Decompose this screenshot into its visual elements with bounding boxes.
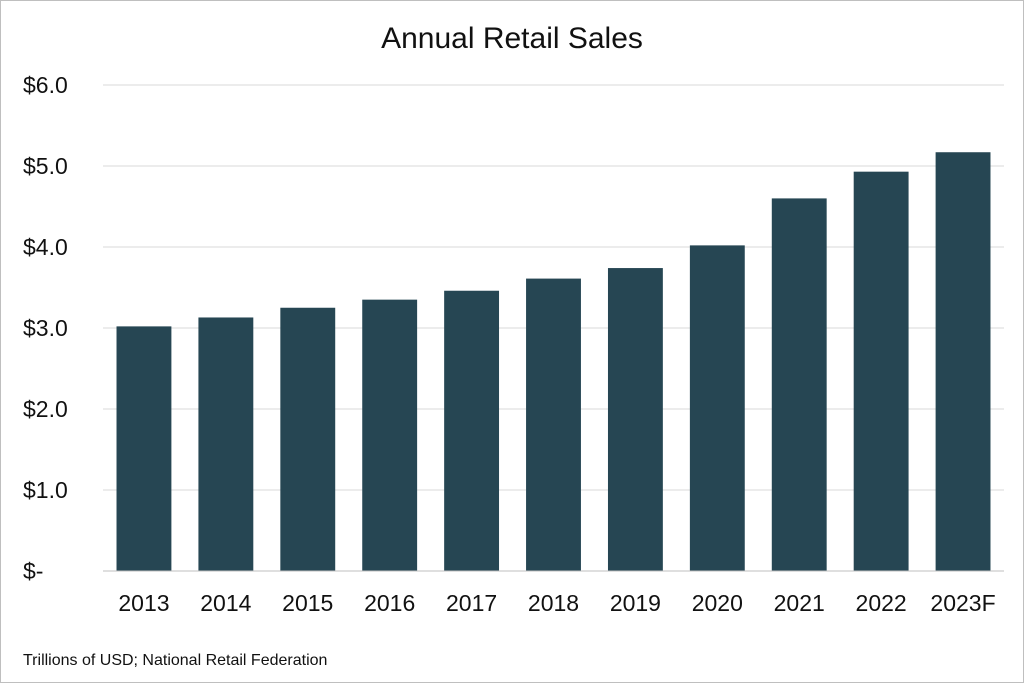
bar-2016	[362, 299, 418, 571]
y-tick-label: $1.0	[23, 477, 68, 503]
x-tick-label: 2014	[200, 590, 251, 616]
y-tick-label: $-	[23, 558, 43, 584]
x-tick-label: 2017	[446, 590, 497, 616]
bar-2023F	[935, 152, 991, 572]
x-tick-label: 2023F	[930, 590, 995, 616]
bar-2021	[771, 198, 827, 571]
y-tick-label: $5.0	[23, 153, 68, 179]
x-tick-label: 2021	[774, 590, 825, 616]
x-tick-label: 2013	[118, 590, 169, 616]
bar-2015	[280, 307, 336, 571]
bars	[116, 152, 991, 572]
bar-2014	[198, 317, 254, 571]
y-tick-label: $4.0	[23, 234, 68, 260]
x-tick-label: 2022	[856, 590, 907, 616]
chart-title: Annual Retail Sales	[381, 22, 643, 55]
y-tick-label: $6.0	[23, 72, 68, 98]
x-tick-label: 2015	[282, 590, 333, 616]
x-tick-label: 2020	[692, 590, 743, 616]
x-tick-label: 2019	[610, 590, 661, 616]
y-axis-tick-labels: $- $1.0 $2.0 $3.0 $4.0 $5.0 $6.0	[23, 72, 68, 584]
bar-2018	[526, 278, 581, 571]
y-tick-label: $2.0	[23, 396, 68, 422]
bar-2013	[116, 326, 172, 571]
x-axis-tick-labels: 2013 2014 2015 2016 2017 2018 2019 2020 2021 2022…	[118, 590, 995, 616]
source-note: Trillions of USD; National Retail Federa…	[23, 652, 327, 669]
x-tick-label: 2016	[364, 590, 415, 616]
bar-2022	[853, 171, 909, 572]
y-tick-label: $3.0	[23, 315, 68, 341]
bar-2019	[607, 268, 663, 571]
bar-2017	[444, 290, 500, 571]
bar-2020	[689, 245, 745, 571]
x-tick-label: 2018	[528, 590, 579, 616]
